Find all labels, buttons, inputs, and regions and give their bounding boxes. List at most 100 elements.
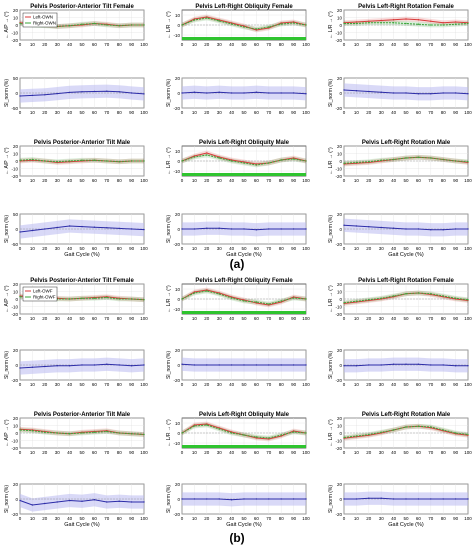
y-tick-label: 20 bbox=[175, 348, 181, 353]
x-tick-label: 10 bbox=[30, 516, 36, 521]
y-tick-label: -20 bbox=[11, 174, 18, 179]
data-point bbox=[255, 364, 258, 366]
x-tick-label: 10 bbox=[30, 110, 36, 115]
series-band bbox=[182, 288, 306, 307]
data-point bbox=[380, 91, 382, 93]
data-point bbox=[343, 302, 345, 304]
data-point bbox=[130, 501, 133, 503]
x-tick-label: 90 bbox=[453, 516, 459, 521]
x-tick-label: 20 bbox=[366, 382, 372, 387]
data-point bbox=[31, 158, 34, 161]
data-point bbox=[106, 501, 108, 503]
data-point bbox=[218, 91, 220, 93]
x-tick-label: 70 bbox=[428, 246, 434, 251]
x-tick-label: 90 bbox=[291, 42, 297, 47]
data-point bbox=[218, 428, 220, 430]
data-point bbox=[81, 297, 83, 299]
data-point bbox=[193, 18, 196, 20]
chart-title: Pelvis Left-Right Rotation Male bbox=[362, 140, 451, 146]
x-tick-label: 60 bbox=[416, 382, 422, 387]
data-point bbox=[218, 227, 220, 229]
x-tick-label: 60 bbox=[92, 246, 98, 251]
x-tick-label: 100 bbox=[464, 382, 472, 387]
data-point bbox=[268, 437, 270, 439]
series-band bbox=[344, 423, 468, 440]
x-tick-label: 60 bbox=[254, 382, 260, 387]
y-tick-label: 0 bbox=[177, 363, 180, 368]
x-tick-label: 70 bbox=[266, 110, 272, 115]
legend-label: Left-OWF bbox=[33, 289, 53, 294]
data-point bbox=[355, 300, 358, 302]
data-point bbox=[130, 433, 133, 435]
x-tick-label: 90 bbox=[453, 178, 459, 183]
data-point bbox=[243, 161, 245, 163]
data-point bbox=[31, 366, 34, 368]
y-axis-label: SI_norm (%) bbox=[328, 215, 334, 243]
x-tick-label: 20 bbox=[366, 178, 372, 183]
data-point bbox=[405, 92, 407, 94]
y-tick-label: 0 bbox=[339, 431, 342, 436]
chart-title: Pelvis Left-Right Obliquity Female bbox=[195, 4, 293, 10]
data-point bbox=[44, 502, 46, 505]
x-tick-label: 30 bbox=[379, 246, 385, 251]
data-point bbox=[268, 162, 270, 164]
y-tick-label: -10 bbox=[335, 439, 342, 444]
series-line bbox=[19, 429, 145, 435]
data-point bbox=[81, 225, 83, 228]
data-point bbox=[343, 162, 345, 164]
data-point bbox=[81, 159, 83, 161]
data-point bbox=[130, 160, 133, 162]
data-point bbox=[44, 365, 46, 368]
y-tick-label: 20 bbox=[337, 212, 343, 217]
data-point bbox=[467, 161, 469, 163]
x-tick-label: 20 bbox=[204, 316, 210, 321]
data-point bbox=[56, 161, 58, 163]
data-point bbox=[218, 364, 220, 366]
y-tick-label: 20 bbox=[13, 282, 19, 287]
y-tick-label: 0 bbox=[15, 497, 18, 502]
chart-b3: Pelvis Left-Right Rotation Female -20 -10 0… bbox=[328, 278, 472, 321]
data-point bbox=[143, 364, 145, 366]
y-tick-label: 10 bbox=[13, 152, 19, 157]
x-tick-label: 10 bbox=[354, 516, 360, 521]
x-tick-label: 30 bbox=[55, 516, 61, 521]
x-tick-label: 50 bbox=[79, 42, 85, 47]
y-tick-label: 10 bbox=[13, 424, 19, 429]
data-point bbox=[467, 365, 469, 367]
x-tick-label: 0 bbox=[343, 42, 346, 47]
y-tick-label: 10 bbox=[175, 149, 181, 154]
x-tick-label: 80 bbox=[279, 516, 285, 521]
y-tick-label: -20 bbox=[173, 242, 180, 247]
x-tick-label: 100 bbox=[464, 316, 472, 321]
x-tick-label: 20 bbox=[366, 246, 372, 251]
y-tick-label: 20 bbox=[337, 482, 343, 487]
y-tick-label: 10 bbox=[337, 290, 343, 295]
data-point bbox=[355, 21, 358, 23]
chart-b1: Pelvis Posterior-Anterior Tilt Female -20… bbox=[4, 278, 148, 321]
data-point bbox=[218, 157, 220, 159]
y-tick-label: -10 bbox=[335, 167, 342, 172]
si-band bbox=[344, 218, 468, 237]
x-tick-label: 10 bbox=[192, 382, 198, 387]
chart-title: Pelvis Posterior-Anterior Tilt Male bbox=[34, 412, 131, 418]
y-tick-label: -20 bbox=[335, 38, 342, 43]
data-point bbox=[343, 22, 345, 25]
data-point bbox=[343, 224, 345, 226]
data-point bbox=[268, 438, 270, 440]
data-point bbox=[343, 498, 345, 500]
y-axis-label: SI_norm (%) bbox=[328, 79, 334, 107]
x-tick-label: 100 bbox=[464, 178, 472, 183]
data-point bbox=[230, 228, 233, 230]
x-tick-label: 70 bbox=[104, 450, 110, 455]
y-tick-label: 0 bbox=[177, 91, 180, 96]
data-point bbox=[255, 229, 258, 231]
y-tick-label: -20 bbox=[335, 174, 342, 179]
legend-label: Left-OWN bbox=[33, 15, 53, 20]
data-point bbox=[31, 94, 34, 97]
data-point bbox=[305, 24, 307, 26]
data-point bbox=[106, 430, 108, 433]
x-tick-label: 100 bbox=[302, 516, 310, 521]
